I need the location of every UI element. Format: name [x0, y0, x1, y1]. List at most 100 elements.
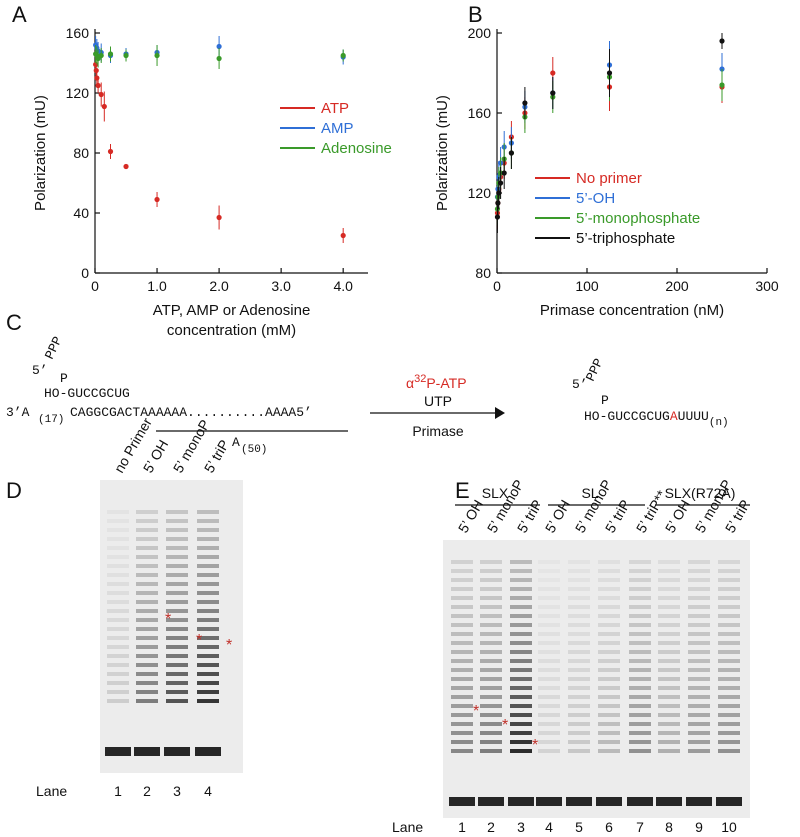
template: CAGGCGACTAAAAAA..........AAAA5’	[70, 405, 312, 420]
gel-band	[136, 645, 158, 649]
gel-band	[510, 722, 532, 726]
lane-label: 5’ triP	[201, 437, 232, 476]
data-point	[550, 70, 556, 76]
lane-label: 5’ triP	[514, 497, 545, 536]
gel-band	[538, 650, 560, 654]
gel-band	[688, 677, 710, 681]
lane-word: Lane	[392, 819, 423, 835]
gel-band	[718, 632, 740, 636]
gel-band	[480, 614, 502, 618]
gel-band	[658, 731, 680, 735]
group-label: SL	[581, 485, 598, 501]
data-point	[93, 67, 99, 74]
gel-band	[197, 600, 219, 604]
gel-band	[718, 668, 740, 672]
gel-band	[105, 747, 131, 756]
legend-label: No primer	[576, 170, 642, 187]
gel-band	[568, 749, 590, 753]
gel-band	[568, 650, 590, 654]
lane-number: 8	[665, 819, 673, 835]
gel-band	[451, 740, 473, 744]
gel-band	[629, 677, 651, 681]
gel-band	[538, 713, 560, 717]
gel-band	[107, 654, 129, 658]
lane-number: 5	[575, 819, 583, 835]
data-point	[340, 232, 346, 239]
gel-band	[686, 797, 712, 806]
lane-number: 9	[695, 819, 703, 835]
gel-band	[718, 677, 740, 681]
gel-band	[451, 569, 473, 573]
gel-band	[510, 587, 532, 591]
gel-band	[688, 632, 710, 636]
gel-band	[166, 591, 188, 595]
gel-band	[538, 569, 560, 573]
gel-band	[629, 659, 651, 663]
y-tick-label: 120	[66, 85, 90, 101]
lane-number: 4	[545, 819, 553, 835]
asterisk: *	[165, 611, 171, 628]
gel-band	[107, 546, 129, 550]
gel-band	[568, 596, 590, 600]
gel-band	[568, 740, 590, 744]
gel-band	[107, 645, 129, 649]
gel-band	[688, 641, 710, 645]
gel-band	[629, 641, 651, 645]
gel-band	[629, 731, 651, 735]
gel-band	[451, 641, 473, 645]
data-point	[123, 163, 129, 170]
gel-band	[688, 569, 710, 573]
gel-band	[598, 731, 620, 735]
gel-band	[658, 659, 680, 663]
gel-band	[107, 681, 129, 685]
gel-band	[134, 747, 160, 756]
gel-band	[136, 564, 158, 568]
lane-number: 1	[458, 819, 466, 835]
gel-band	[627, 797, 653, 806]
data-point	[216, 43, 222, 50]
data-point	[216, 214, 222, 221]
lane-label: 5’ OH	[542, 497, 573, 536]
gel-band	[598, 569, 620, 573]
data-point	[340, 52, 346, 59]
gel-band	[197, 528, 219, 532]
gel-band	[166, 528, 188, 532]
gel-band	[107, 690, 129, 694]
gel-band	[658, 605, 680, 609]
y-tick-label: 160	[66, 25, 90, 41]
gel-band	[166, 582, 188, 586]
gel-band	[451, 650, 473, 654]
gel-band	[510, 659, 532, 663]
gel-band	[451, 722, 473, 726]
gel-band	[510, 614, 532, 618]
y-tick-label: 0	[81, 265, 89, 281]
gel-band	[136, 519, 158, 523]
gel-band	[166, 546, 188, 550]
gel-band	[510, 686, 532, 690]
gel-band	[510, 668, 532, 672]
gel-band	[566, 797, 592, 806]
gel-band	[718, 560, 740, 564]
gel-band	[480, 731, 502, 735]
gel-band	[480, 650, 502, 654]
ppp: PPP	[42, 334, 66, 362]
lane-label: 5’ OH	[662, 497, 693, 536]
gel-band	[598, 659, 620, 663]
gel-band	[688, 623, 710, 627]
gel-band	[136, 627, 158, 631]
gel-band	[136, 591, 158, 595]
gel-band	[598, 650, 620, 654]
gel-band	[510, 596, 532, 600]
data-point	[216, 55, 222, 62]
gel-band	[166, 537, 188, 541]
gel-band	[136, 699, 158, 703]
p: P	[60, 371, 68, 386]
gel-band	[166, 618, 188, 622]
gel-band	[538, 704, 560, 708]
gel-band	[629, 632, 651, 636]
gel-band	[538, 659, 560, 663]
gel-band	[629, 578, 651, 582]
gel-band	[716, 797, 742, 806]
gel-band	[107, 591, 129, 595]
gel-band	[451, 659, 473, 663]
